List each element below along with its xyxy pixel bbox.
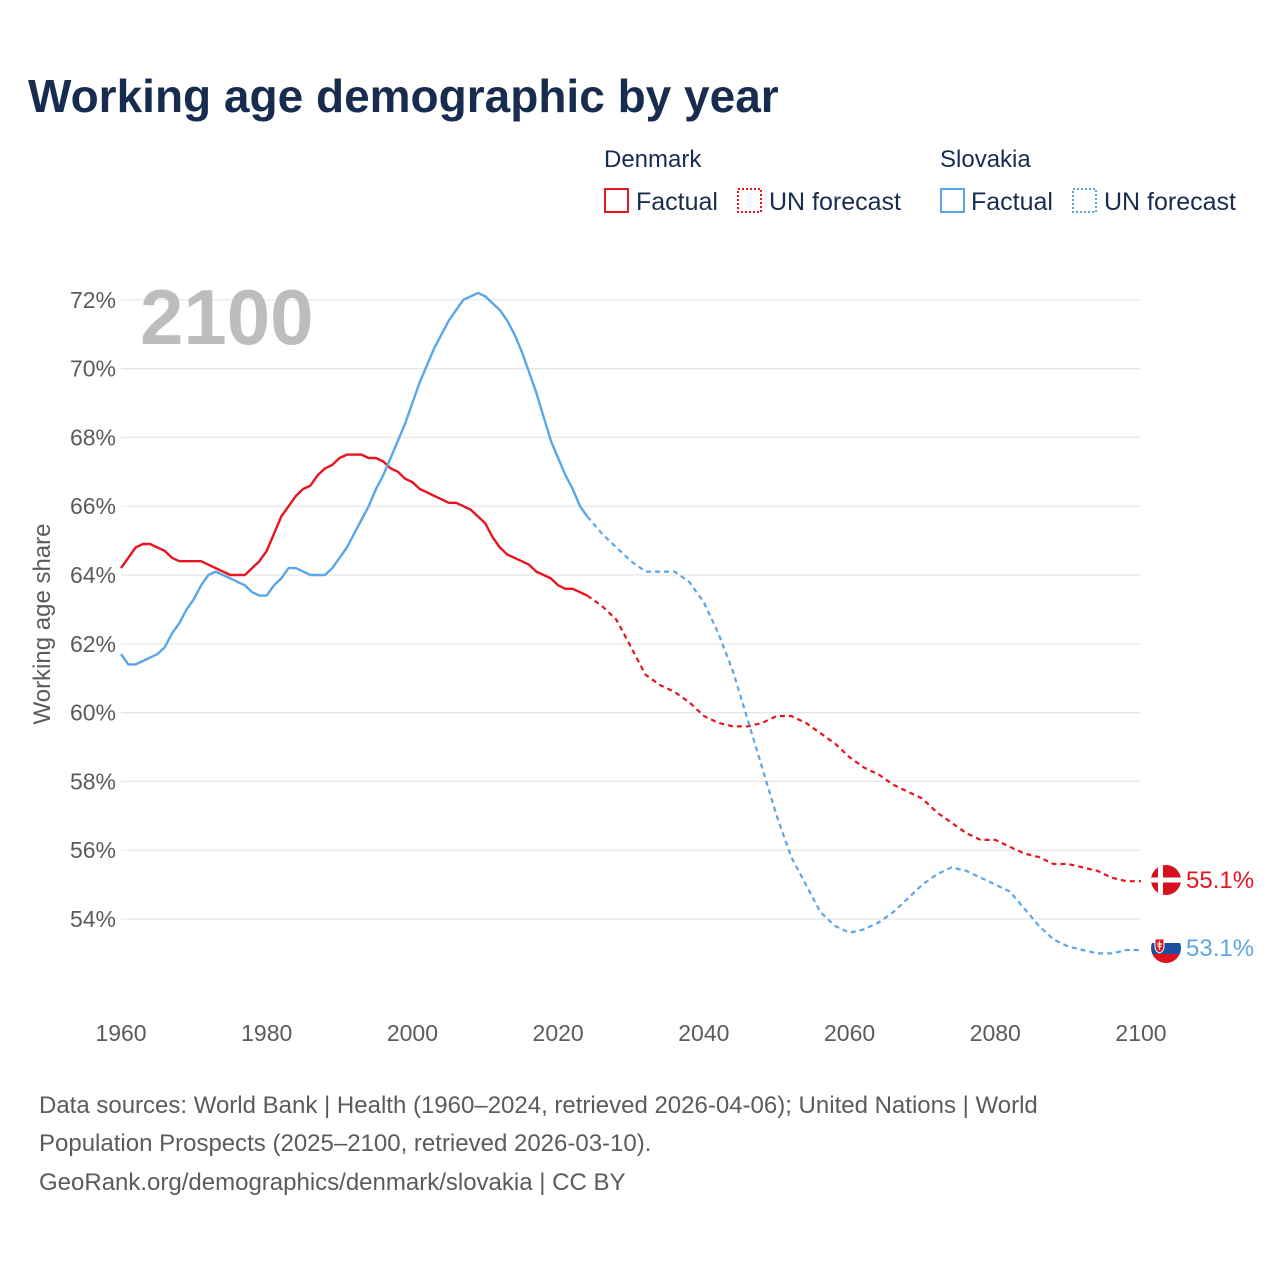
slovakia-flag-icon [1151, 933, 1181, 963]
denmark-end-marker [1151, 865, 1181, 895]
slovakia-end-label: 53.1% [1186, 935, 1254, 962]
source-line-2: Population Prospects (2025–2100, retriev… [39, 1130, 651, 1157]
legend-swatch-denmark-forecast [737, 188, 762, 213]
x-tick-label: 2040 [678, 1020, 729, 1046]
x-tick-label: 2080 [970, 1020, 1021, 1046]
y-tick-label: 64% [70, 562, 116, 588]
series-line-slovakia-forecast [586, 515, 1141, 955]
y-tick-label: 54% [70, 906, 116, 932]
series-line-denmark-forecast [586, 594, 1141, 883]
y-tick-label: 68% [70, 424, 116, 450]
x-tick-label: 1980 [241, 1020, 292, 1046]
y-tick-label: 56% [70, 837, 116, 863]
source-line-3: GeoRank.org/demographics/denmark/slovaki… [39, 1169, 626, 1196]
grid-layer [121, 299, 1141, 920]
x-tick-label: 1960 [95, 1020, 146, 1046]
x-tick-label: 2060 [824, 1020, 875, 1046]
y-tick-label: 62% [70, 631, 116, 657]
tick-layer: 54% 56% 58% 60% 62% 64% 66% 68% 70% 72% 1960 1980 20… [70, 287, 1167, 1046]
x-tick-label: 2020 [533, 1020, 584, 1046]
source-line-1: Data sources: World Bank | Health (1960–… [39, 1092, 1038, 1119]
legend-swatch-denmark-factual [604, 188, 629, 213]
chart-title: Working age demographic by year [28, 70, 779, 122]
legend: Denmark Slovakia Factual UN forecast Fac… [604, 146, 1236, 216]
denmark-flag-icon [1151, 865, 1181, 895]
x-tick-label: 2100 [1115, 1020, 1166, 1046]
y-axis-label: Working age share [29, 524, 56, 725]
legend-label-denmark-forecast: UN forecast [769, 188, 901, 216]
y-tick-label: 72% [70, 287, 116, 313]
y-tick-label: 60% [70, 700, 116, 726]
legend-label-slovakia-factual: Factual [971, 188, 1053, 216]
series-line-denmark-factual [120, 453, 588, 597]
legend-header-denmark: Denmark [604, 146, 702, 173]
series-layer [120, 291, 1141, 955]
y-tick-label: 70% [70, 356, 116, 382]
denmark-end-label: 55.1% [1186, 867, 1254, 894]
year-watermark: 2100 [140, 273, 314, 361]
y-tick-label: 58% [70, 768, 116, 794]
slovakia-end-marker [1151, 933, 1181, 963]
legend-label-slovakia-forecast: UN forecast [1104, 188, 1236, 216]
legend-header-slovakia: Slovakia [940, 146, 1031, 173]
legend-swatch-slovakia-forecast [1072, 188, 1097, 213]
series-line-slovakia-factual [120, 291, 589, 666]
x-tick-label: 2000 [387, 1020, 438, 1046]
y-tick-label: 66% [70, 493, 116, 519]
legend-label-denmark-factual: Factual [636, 188, 718, 216]
legend-swatch-slovakia-factual [940, 188, 965, 213]
